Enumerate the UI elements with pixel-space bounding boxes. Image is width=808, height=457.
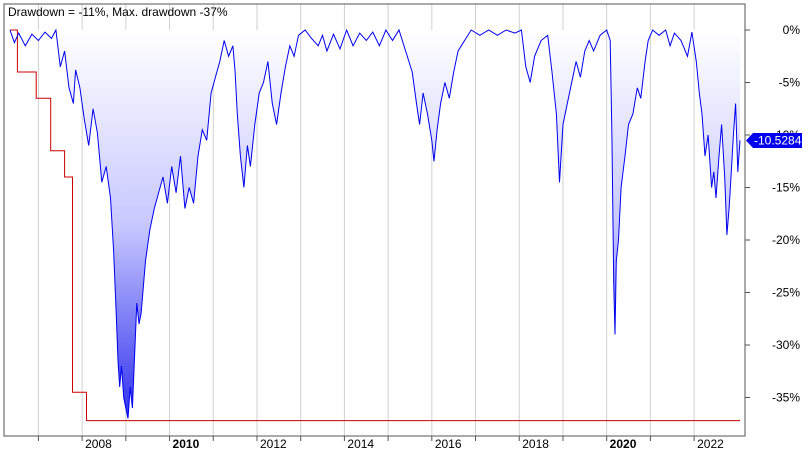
y-tick-label: -15%	[772, 181, 800, 195]
x-tick-label: 2018	[522, 437, 549, 451]
y-tick-label: -35%	[772, 391, 800, 405]
current-value-badge	[746, 133, 802, 149]
current-value-marker: -10.5284	[746, 133, 802, 149]
y-axis: 0%-5%-10%-15%-20%-25%-30%-35%	[745, 23, 800, 405]
x-tick-label: 2020	[610, 437, 637, 451]
x-tick-label: 2010	[173, 437, 200, 451]
plot-frame	[3, 3, 746, 437]
current-value-label: -10.5284	[754, 134, 802, 148]
x-axis: 2008 2010 2012 2014 2016 2018 2020 2022	[37, 436, 724, 451]
x-tick-label: 2022	[697, 437, 724, 451]
y-tick-label: -5%	[779, 76, 801, 90]
y-tick-label: -20%	[772, 233, 800, 247]
drawdown-area	[10, 30, 740, 419]
y-tick-label: -25%	[772, 286, 800, 300]
x-tick-label: 2012	[260, 437, 287, 451]
x-tick-label: 2014	[347, 437, 374, 451]
x-tick-label: 2016	[435, 437, 462, 451]
y-tick-label: -30%	[772, 338, 800, 352]
max-drawdown-line	[10, 29, 740, 422]
drawdown-line	[9, 28, 741, 419]
y-tick-label: 0%	[783, 23, 801, 37]
chart-title: Drawdown = -11%, Max. drawdown -37%	[8, 5, 228, 19]
x-tick-label: 2008	[85, 437, 112, 451]
